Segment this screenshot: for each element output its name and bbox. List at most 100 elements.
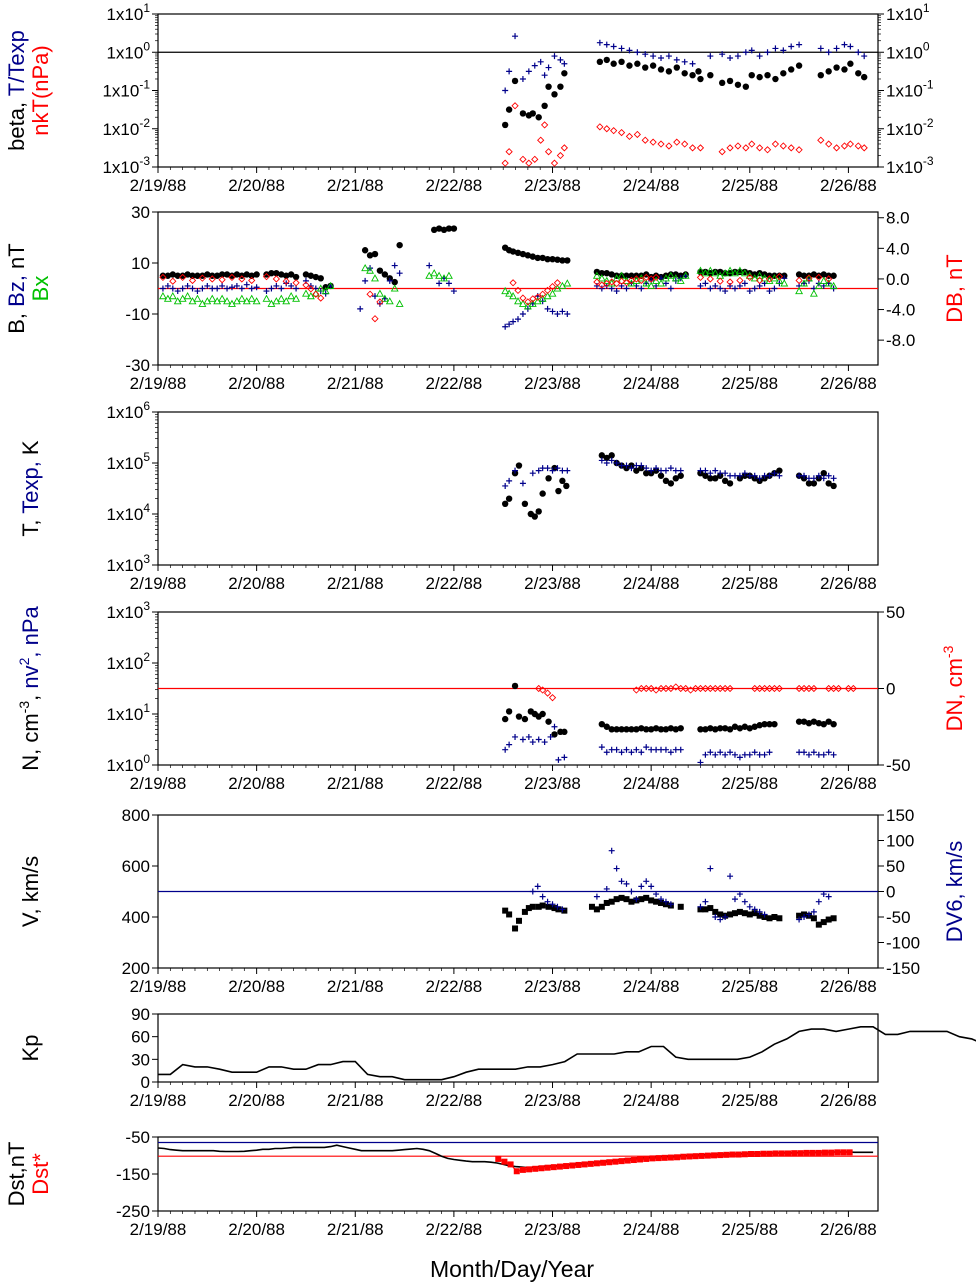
data-point xyxy=(772,75,779,83)
data-point xyxy=(642,273,650,282)
data-point xyxy=(544,305,551,312)
data-point xyxy=(643,894,650,901)
data-point xyxy=(628,272,635,279)
data-point xyxy=(233,271,241,278)
data-point xyxy=(506,911,513,918)
data-point xyxy=(307,285,315,293)
x-tick-label: 2/25/88 xyxy=(721,374,778,393)
x-tick-label: 2/23/88 xyxy=(524,1091,581,1110)
data-point xyxy=(534,254,541,262)
data-point xyxy=(610,127,618,135)
right-tick-label: 50 xyxy=(886,857,905,876)
data-point xyxy=(643,1155,650,1162)
data-point xyxy=(600,1159,607,1166)
data-point xyxy=(248,276,256,285)
right-tick-label: 4.0 xyxy=(886,239,910,258)
data-point xyxy=(825,140,833,148)
data-point xyxy=(617,128,626,137)
data-point xyxy=(706,275,714,283)
data-point xyxy=(430,226,438,234)
data-point xyxy=(237,294,246,302)
y-tick-label: 1x103 xyxy=(106,599,150,622)
data-point xyxy=(194,272,201,279)
data-point xyxy=(776,915,783,922)
data-point xyxy=(312,273,320,281)
data-point xyxy=(702,472,709,479)
data-point xyxy=(716,277,724,285)
data-point xyxy=(742,49,749,56)
data-point xyxy=(697,759,704,766)
data-point xyxy=(525,68,532,75)
data-point xyxy=(539,686,547,694)
data-point xyxy=(623,896,630,903)
data-point xyxy=(805,684,813,693)
x-tick-label: 2/26/88 xyxy=(820,176,877,195)
data-point xyxy=(198,274,207,282)
data-point xyxy=(805,274,813,282)
data-point xyxy=(712,751,719,758)
x-tick-label: 2/19/88 xyxy=(130,977,187,996)
y-axis-label: T, Texp, K xyxy=(18,440,43,537)
data-point xyxy=(529,903,536,910)
data-point xyxy=(707,749,714,756)
data-point xyxy=(529,253,536,260)
data-point xyxy=(613,746,620,753)
y-tick-label: 1x105 xyxy=(106,450,150,473)
data-point xyxy=(860,73,868,81)
x-tick-label: 2/26/88 xyxy=(820,1091,877,1110)
data-point xyxy=(593,906,600,913)
y-axis-label: B, Bz, nT xyxy=(4,243,29,334)
velocity-panel: 200 400 600 800 -150 -100 -50 0 50 100 150 2/19/88 2… xyxy=(18,806,967,996)
data-point xyxy=(638,462,645,469)
data-point xyxy=(633,896,640,903)
data-point xyxy=(603,749,610,756)
data-point xyxy=(638,749,645,756)
data-point xyxy=(775,276,784,284)
right-tick-label: 1x101 xyxy=(886,1,930,24)
data-point xyxy=(696,266,705,274)
data-point xyxy=(204,282,211,289)
data-point xyxy=(539,893,546,900)
x-tick-label: 2/26/88 xyxy=(820,374,877,393)
data-point xyxy=(741,910,748,917)
data-point xyxy=(362,277,369,284)
data-point xyxy=(445,280,452,287)
data-point xyxy=(766,288,773,295)
data-point xyxy=(855,49,862,56)
data-point xyxy=(539,710,546,718)
data-point xyxy=(772,45,779,52)
data-point xyxy=(830,482,837,490)
data-point xyxy=(712,475,719,482)
data-point xyxy=(208,275,216,283)
data-point xyxy=(512,467,519,474)
data-point xyxy=(717,285,724,292)
data-point xyxy=(317,275,324,282)
data-point xyxy=(228,272,236,279)
data-point xyxy=(696,684,705,693)
data-point xyxy=(561,60,568,67)
data-point xyxy=(547,733,554,740)
x-tick-label: 2/20/88 xyxy=(228,374,285,393)
right-tick-label: -50 xyxy=(886,908,911,927)
data-point xyxy=(194,288,201,295)
data-point xyxy=(549,255,556,263)
data-point xyxy=(426,262,433,269)
data-point xyxy=(551,731,558,738)
data-point xyxy=(174,288,181,295)
data-point xyxy=(666,271,675,279)
data-point xyxy=(643,726,650,733)
right-tick-label: 0.0 xyxy=(886,270,910,289)
data-point xyxy=(702,898,709,905)
data-point xyxy=(778,1150,785,1157)
data-point xyxy=(681,140,689,148)
data-point xyxy=(618,726,625,733)
right-tick-label: 1x100 xyxy=(886,39,930,62)
data-point xyxy=(512,33,519,40)
data-point xyxy=(697,75,704,83)
data-point xyxy=(159,272,167,279)
x-tick-label: 2/20/88 xyxy=(228,977,285,996)
data-point xyxy=(606,1159,613,1166)
data-point xyxy=(820,751,827,758)
data-point xyxy=(775,273,784,281)
data-point xyxy=(514,297,522,305)
